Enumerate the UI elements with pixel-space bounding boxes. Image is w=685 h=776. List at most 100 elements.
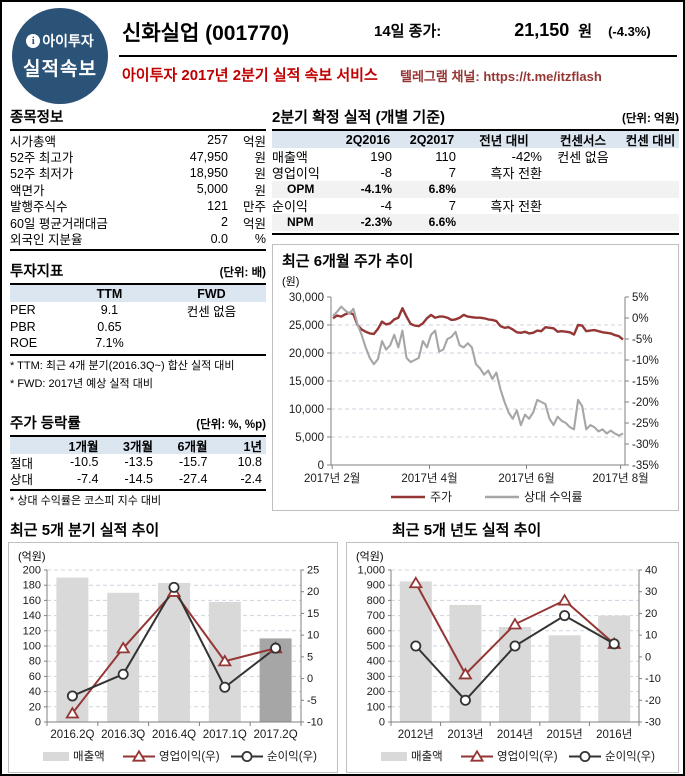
results-row: NPM -2.3% 6.6% — [272, 214, 679, 231]
result-value: -2.3% — [360, 215, 392, 230]
price-change-header: 주가 등락률 (단위: %, %p) — [10, 412, 266, 437]
closing-price-label: 14일 종가: — [374, 23, 442, 40]
valuation-section: 투자지표 (단위: 배) TTM FWD PER 9.1 컨센 없음 PBR 0.65 ROE… — [10, 260, 266, 393]
telegram-link[interactable]: 텔레그램 채널: https://t.me/itzflash — [400, 69, 602, 84]
triangle-marker — [507, 617, 523, 630]
row-label: 매출액 — [272, 149, 308, 165]
col-header: 전년 대비 — [479, 134, 529, 148]
axis-unit-label: (억원) — [356, 551, 384, 563]
ttm-value: 9.1 — [100, 303, 119, 318]
axis-label: 300 — [367, 671, 385, 683]
results-row: 순이익 -4 7 흑자 전환 — [272, 198, 679, 215]
axis-label: 매출액 — [411, 750, 443, 763]
stock-info-row: 52주 최고가 47,950 원 — [10, 148, 266, 166]
row-value: 47,950 — [189, 149, 228, 164]
axis-label: -15% — [632, 376, 659, 388]
axis-label: 100 — [23, 641, 41, 653]
row-unit: 원 — [254, 183, 266, 198]
closing-price-value: 21,150 — [514, 20, 570, 40]
yearly-chart: 01002003004005006007008009001,000-30-20-… — [357, 565, 661, 764]
axis-label: 2017.2Q — [254, 729, 298, 741]
axis-label: 순이익(우) — [605, 750, 655, 763]
change-value: -10.5 — [70, 455, 99, 470]
axis-label: 2015년 — [547, 728, 583, 741]
result-value: 컨센 없음 — [557, 149, 609, 165]
itooza-logo: i 아이투자 실적속보 — [12, 8, 108, 104]
row-value: 121 — [207, 198, 228, 213]
row-label: PER — [10, 303, 36, 318]
chart-title: 최근 5개 년도 실적 추이 — [392, 522, 542, 539]
axis-label: 800 — [367, 595, 385, 607]
ttm-value: 0.65 — [97, 319, 122, 334]
axis-label: 40 — [645, 565, 657, 577]
axis-label: -10% — [632, 355, 659, 367]
triangle-marker — [65, 706, 80, 719]
relative-return-line — [332, 305, 624, 437]
result-value: 흑자 전환 — [490, 199, 542, 215]
section-title: 주가 등락률 — [10, 416, 81, 432]
circle-marker — [559, 610, 571, 622]
axis-label: -10 — [645, 673, 661, 685]
row-label: 발행주식수 — [10, 200, 68, 215]
axis-label: 5% — [632, 292, 649, 304]
row-label: 외국인 지분율 — [10, 233, 83, 248]
axis-label: 10,000 — [289, 404, 324, 416]
axis-label: 80 — [29, 656, 41, 668]
row-label: 60일 평균거래대금 — [10, 216, 108, 231]
valuation-row: ROE 7.1% — [10, 335, 266, 352]
revenue-bar — [399, 581, 432, 722]
axis-label: 2014년 — [497, 728, 533, 741]
axis-label: 30 — [645, 586, 657, 598]
fwd-value: 컨센 없음 — [186, 304, 237, 319]
axis-label: 20 — [645, 608, 657, 620]
axis-label: 30,000 — [289, 292, 324, 304]
stock-info-row: 52주 최저가 18,950 원 — [10, 165, 266, 182]
circle-marker — [410, 640, 422, 652]
itooza-i-icon: i — [26, 34, 41, 48]
axis-label: 120 — [23, 625, 41, 637]
row-label: 절대 — [10, 456, 34, 471]
result-value: -4.1% — [360, 182, 392, 197]
axis-label: -10 — [307, 717, 323, 729]
row-unit: 원 — [254, 167, 266, 182]
axis-label: 2013년 — [447, 728, 483, 741]
revenue-bar — [107, 592, 140, 722]
row-label: 영업이익 — [272, 166, 320, 182]
col-header: 2Q2016 — [345, 132, 391, 147]
axis-label: 주가 — [430, 490, 452, 504]
valuation-note: * TTM: 최근 4개 분기(2016.3Q~) 합산 실적 대비 — [10, 359, 235, 372]
section-title: 투자지표 — [10, 264, 64, 280]
results-table: 2Q2016 2Q2017 전년 대비 컨센서스 컨센 대비 매출액 190 110 -42% 컨… — [272, 131, 679, 235]
results-row: 영업이익 -8 7 흑자 전환 — [272, 165, 679, 182]
axis-label: 2016년 — [596, 728, 632, 741]
axis-label: -35% — [632, 460, 659, 472]
circle-marker — [168, 581, 180, 593]
result-value: -4 — [380, 198, 392, 214]
triangle-marker — [469, 749, 485, 762]
results-header-row: 2Q2016 2Q2017 전년 대비 컨센서스 컨센 대비 — [272, 131, 679, 148]
axis-label: -25% — [632, 418, 659, 430]
axis-label: 0% — [632, 313, 649, 325]
row-value: 18,950 — [189, 165, 228, 180]
axis-label: 15 — [307, 608, 319, 620]
results-row: 매출액 190 110 -42% 컨센 없음 — [272, 148, 679, 165]
quarterly-chart-box: (억원) 0 20 40 60 80 100 120 140 160 180 200 -10 -5 0 5 1… — [8, 542, 338, 773]
row-label: ROE — [10, 336, 38, 351]
row-value: 5,000 — [196, 182, 228, 197]
stock-info-section: 종목정보 시가총액 257 억원 52주 최고가 47,950 원 52주 최저가 18,95… — [10, 106, 266, 251]
row-label: 52주 최저가 — [10, 167, 74, 182]
valuation-notes: * TTM: 최근 4개 분기(2016.3Q~) 합산 실적 대비 * FWD:… — [10, 359, 266, 394]
axis-label: 0 — [307, 673, 313, 685]
price-change-row: 절대 -10.5 -13.5 -15.7 10.8 — [10, 454, 266, 471]
axis-label: 100 — [367, 701, 385, 713]
row-label: 순이익 — [272, 199, 308, 215]
valuation-header-row: TTM FWD — [10, 285, 266, 302]
valuation-row: PBR 0.65 — [10, 319, 266, 336]
axis-label: 20 — [307, 586, 319, 598]
axis-label: 2017년 2월 — [304, 472, 360, 485]
logo-line2: 실적속보 — [23, 59, 97, 80]
col-ttm: TTM — [96, 286, 123, 301]
axis-label: -20% — [632, 397, 659, 409]
row-label: 52주 최고가 — [10, 151, 74, 166]
axis-label: -5 — [307, 695, 317, 707]
